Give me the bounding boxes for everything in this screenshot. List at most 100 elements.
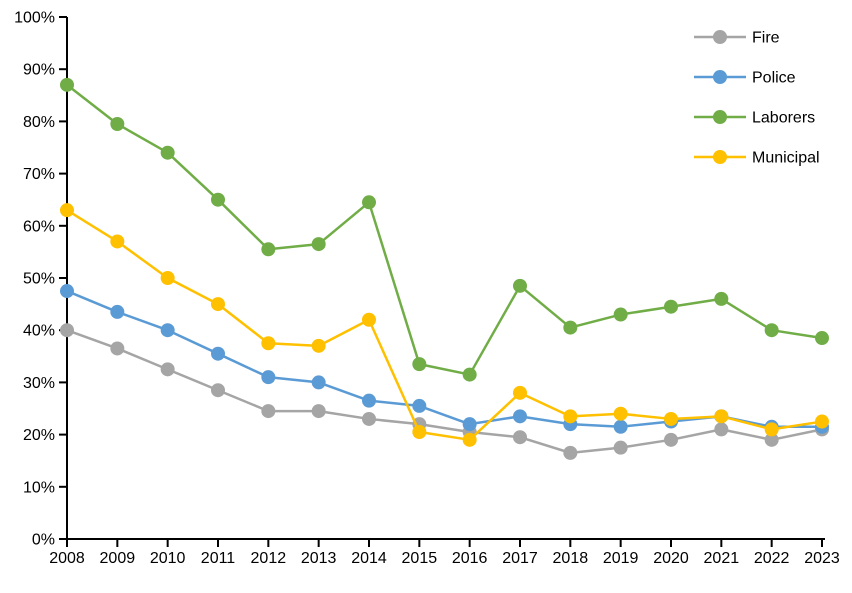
series-laborers-marker-2021	[714, 291, 729, 306]
x-axis-tick-label: 2019	[603, 550, 639, 567]
legend-marker-municipal	[713, 150, 727, 164]
series-fire-marker-2010	[160, 362, 175, 377]
legend-label-fire: Fire	[752, 30, 780, 47]
legend-label-laborers: Laborers	[752, 110, 815, 127]
series-police-marker-2017	[513, 409, 527, 424]
series-fire	[60, 323, 829, 460]
axes: 0% 10% 20% 30% 40% 50% 60% 70% 80% 90% 100% 2008 200…	[14, 10, 840, 568]
series-fire-marker-2008	[60, 323, 74, 338]
x-axis-tick-label: 2009	[100, 550, 136, 567]
series-municipal-marker-2022	[764, 422, 779, 437]
series-municipal-marker-2017	[513, 385, 527, 400]
series-laborers-marker-2011	[211, 192, 225, 207]
series-laborers-marker-2013	[311, 237, 326, 252]
series-fire-marker-2014	[362, 411, 376, 426]
legend-label-police: Police	[752, 70, 796, 87]
series-fire-marker-2020	[664, 432, 678, 447]
series-municipal-marker-2008	[60, 203, 74, 218]
legend-marker-laborers	[713, 110, 727, 124]
series-laborers-marker-2017	[513, 278, 527, 293]
y-axis-tick-label: 100%	[14, 10, 55, 27]
y-axis-tick-label: 70%	[23, 166, 55, 183]
legend-item-municipal: Municipal	[694, 150, 820, 167]
series-municipal-marker-2016	[462, 432, 477, 447]
series-laborers-marker-2014	[362, 195, 376, 210]
series-police-marker-2015	[412, 398, 427, 413]
series-municipal	[60, 203, 829, 447]
series-police-marker-2013	[311, 375, 326, 390]
y-axis-tick-label: 80%	[23, 114, 55, 131]
series-laborers-marker-2015	[412, 357, 427, 372]
series-municipal-marker-2010	[160, 271, 175, 285]
series-municipal-marker-2011	[211, 297, 225, 312]
series-laborers-marker-2019	[613, 307, 628, 322]
x-axis-tick-label: 2022	[754, 550, 790, 567]
legend: Fire Police Laborers Municipal	[694, 30, 820, 167]
series-laborers-marker-2022	[764, 323, 779, 338]
series-fire-marker-2013	[311, 404, 326, 419]
series-laborers-line	[65, 83, 824, 376]
y-axis-tick-label: 10%	[23, 479, 55, 496]
x-axis-tick-label: 2021	[704, 550, 740, 567]
series-fire-marker-2019	[613, 440, 628, 455]
y-axis-tick-label: 90%	[23, 62, 55, 79]
series-municipal-marker-2018	[563, 409, 578, 424]
series-laborers-marker-2020	[664, 299, 678, 314]
y-axis-tick-label: 30%	[23, 375, 55, 392]
series-laborers	[60, 77, 829, 382]
series-municipal-marker-2015	[412, 424, 427, 439]
series-municipal-marker-2020	[664, 411, 678, 426]
legend-label-municipal: Municipal	[752, 150, 820, 167]
x-axis-tick-label: 2013	[301, 550, 337, 567]
series-police-line	[65, 289, 824, 429]
y-axis-tick-label: 50%	[23, 271, 55, 288]
series-police-marker-2016	[462, 417, 477, 432]
y-axis-tick-label: 20%	[23, 427, 55, 444]
series-laborers-marker-2008	[60, 77, 74, 92]
series-municipal-marker-2012	[261, 336, 276, 351]
series-laborers-marker-2010	[160, 145, 175, 160]
x-axis-tick-label: 2015	[402, 550, 438, 567]
y-axis-tick-label: 60%	[23, 218, 55, 235]
legend-marker-fire	[713, 30, 727, 44]
series-fire-marker-2009	[110, 341, 125, 356]
series-police-marker-2008	[60, 284, 74, 299]
series-police	[60, 284, 829, 434]
series-municipal-marker-2021	[714, 409, 729, 424]
x-axis-tick-label: 2008	[49, 550, 85, 567]
series-laborers-marker-2012	[261, 242, 276, 257]
series-police-marker-2012	[261, 370, 276, 385]
series-municipal-marker-2014	[362, 312, 376, 327]
series-municipal-marker-2023	[815, 414, 829, 429]
x-axis-tick-label: 2016	[452, 550, 488, 567]
series-police-marker-2009	[110, 304, 125, 319]
series-fire-marker-2017	[513, 430, 527, 445]
series-laborers-marker-2023	[815, 331, 829, 346]
series-police-marker-2011	[211, 346, 225, 361]
series-fire-marker-2018	[563, 445, 578, 460]
series-fire-marker-2021	[714, 422, 729, 437]
legend-item-fire: Fire	[694, 30, 780, 47]
x-axis-tick-label: 2012	[251, 550, 287, 567]
x-axis-tick-label: 2023	[804, 550, 840, 567]
series-police-marker-2014	[362, 393, 376, 408]
legend-item-police: Police	[694, 70, 796, 87]
legend-marker-police	[713, 70, 727, 84]
series-fire-marker-2011	[211, 383, 225, 398]
series-laborers-marker-2009	[110, 117, 125, 132]
series-police-marker-2010	[160, 323, 175, 338]
x-axis-tick-label: 2010	[150, 550, 186, 567]
legend-item-laborers: Laborers	[694, 110, 815, 127]
x-axis-tick-label: 2017	[502, 550, 538, 567]
y-axis-tick-label: 0%	[32, 532, 55, 549]
series-police-marker-2019	[613, 419, 628, 434]
series-fire-line	[65, 328, 824, 455]
series-municipal-marker-2019	[613, 406, 628, 421]
series-laborers-marker-2016	[462, 367, 477, 382]
series-municipal-marker-2009	[110, 234, 125, 249]
series-fire-marker-2022	[764, 432, 779, 447]
x-axis-tick-label: 2014	[351, 550, 387, 567]
series-laborers-marker-2018	[563, 320, 578, 335]
